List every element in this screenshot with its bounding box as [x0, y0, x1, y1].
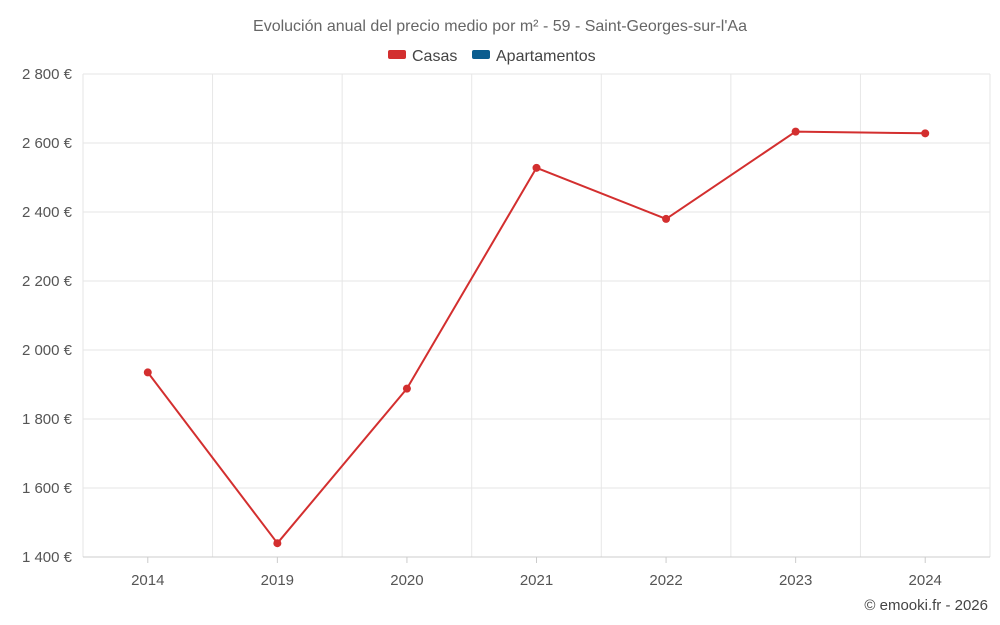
data-point-casas[interactable]: [532, 163, 541, 172]
y-tick-label: 2 600 €: [22, 135, 73, 152]
y-tick-label: 1 600 €: [22, 480, 73, 497]
data-point-casas[interactable]: [662, 214, 671, 223]
legend-swatch-casas: [388, 50, 406, 59]
legend-swatch-apartamentos: [472, 50, 490, 59]
y-tick-label: 2 200 €: [22, 273, 73, 290]
y-tick-label: 2 400 €: [22, 204, 73, 221]
y-tick-label: 2 800 €: [22, 66, 73, 83]
y-tick-label: 2 000 €: [22, 342, 73, 359]
x-tick-label: 2021: [520, 572, 553, 589]
grid: [82, 73, 991, 558]
legend[interactable]: Casas Apartamentos: [388, 48, 596, 65]
legend-label-casas[interactable]: Casas: [412, 48, 457, 65]
legend-label-apartamentos[interactable]: Apartamentos: [496, 48, 596, 65]
series-line-casas: [147, 130, 926, 545]
series-casas: [143, 127, 930, 548]
chart-title: Evolución anual del precio medio por m² …: [253, 18, 747, 35]
x-axis: 2014 2019 2020 2021 2022 2023 2024: [83, 556, 990, 589]
x-tick-label: 2020: [390, 572, 423, 589]
x-tick-label: 2022: [649, 572, 682, 589]
credit[interactable]: © emooki.fr - 2026: [864, 597, 988, 614]
data-point-casas[interactable]: [791, 127, 800, 136]
data-point-casas[interactable]: [402, 384, 411, 393]
y-axis: 1 400 € 1 600 € 1 800 € 2 000 € 2 200 € 2 400…: [22, 66, 73, 566]
y-tick-label: 1 800 €: [22, 411, 73, 428]
data-point-casas[interactable]: [273, 539, 282, 548]
x-tick-label: 2023: [779, 572, 812, 589]
data-point-casas[interactable]: [921, 129, 930, 138]
x-tick-label: 2024: [909, 572, 942, 589]
x-tick-label: 2019: [261, 572, 294, 589]
x-tick-label: 2014: [131, 572, 164, 589]
data-point-casas[interactable]: [143, 368, 152, 377]
y-tick-label: 1 400 €: [22, 549, 73, 566]
